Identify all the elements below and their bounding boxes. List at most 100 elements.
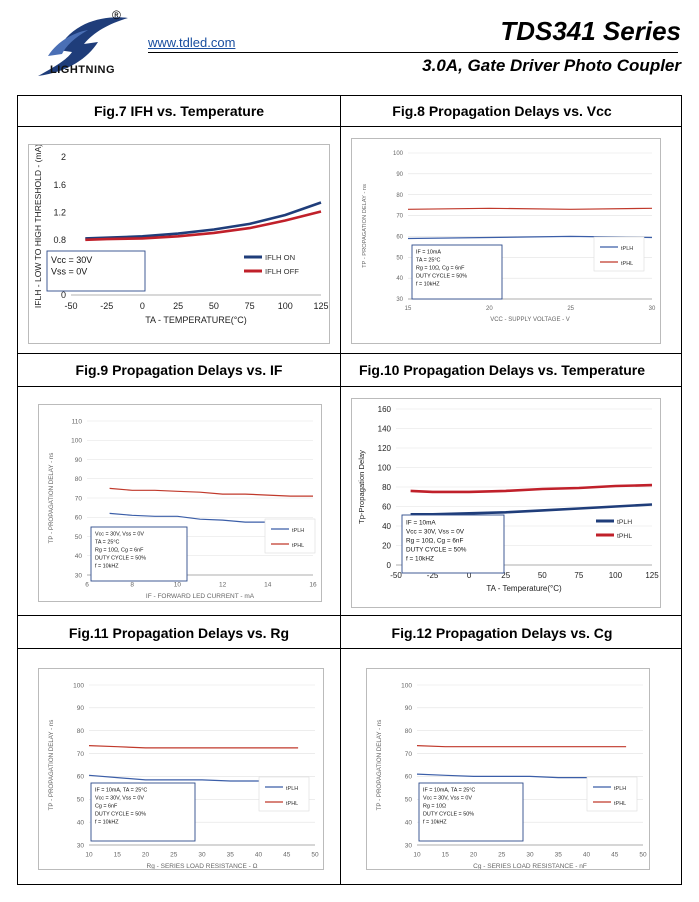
x-tick-label: 40 xyxy=(255,852,263,859)
x-tick-label: 25 xyxy=(567,306,574,312)
registered-mark: ® xyxy=(112,8,121,22)
y-axis-label: TP - PROPAGATION DELAY - ns xyxy=(48,720,55,811)
grid-divider xyxy=(18,353,681,354)
condition-text: IF = 10mA xyxy=(406,519,436,526)
series-line-tplh xyxy=(88,774,299,782)
x-tick-label: 40 xyxy=(583,852,591,859)
x-tick-label: 15 xyxy=(405,306,412,312)
series-line-tphl xyxy=(416,745,627,748)
grid-divider xyxy=(18,386,681,387)
condition-text: Vcc = 30V, Vss = 0V xyxy=(423,795,472,801)
y-tick-label: 100 xyxy=(71,438,82,445)
condition-text: Vcc = 30V, Vss = 0V xyxy=(95,531,144,537)
condition-text: DUTY CYCLE = 50% xyxy=(95,811,146,817)
legend-label: tPLH xyxy=(614,786,626,792)
legend-label: tPLH xyxy=(617,519,632,526)
x-tick-label: 50 xyxy=(639,852,647,859)
y-tick-label: 90 xyxy=(77,705,85,712)
conditions-box xyxy=(46,250,146,292)
condition-text: f = 10kHZ xyxy=(423,819,447,825)
lightning-logo xyxy=(38,17,128,76)
website-link[interactable]: www.tdled.com xyxy=(148,35,236,50)
y-tick-label: 90 xyxy=(405,705,413,712)
x-axis-label: TA - Temperature(°C) xyxy=(486,584,562,593)
y-tick-label: 160 xyxy=(378,405,392,414)
legend-label: IFLH OFF xyxy=(265,267,299,276)
series-line-tplh xyxy=(410,503,653,516)
legend-box xyxy=(593,236,645,272)
y-tick-label: 70 xyxy=(405,751,413,758)
x-axis-label: VCC - SUPPLY VOLTAGE - V xyxy=(490,317,570,323)
legend-label: IFLH ON xyxy=(265,253,295,262)
x-tick-label: 0 xyxy=(467,571,472,580)
y-axis-label: TP - PROPAGATION DELAY - ns xyxy=(48,453,55,544)
x-tick-label: 100 xyxy=(609,571,623,580)
x-tick-label: 30 xyxy=(526,852,534,859)
y-tick-label: 70 xyxy=(75,495,83,502)
x-tick-label: 25 xyxy=(173,301,183,311)
grid-divider-vertical xyxy=(340,96,341,884)
fig10-caption: Fig.10 Propagation Delays vs. Temperatur… xyxy=(358,362,646,378)
x-tick-label: 8 xyxy=(130,582,134,589)
condition-text: IF = 10mA xyxy=(416,249,441,255)
series-line-tphl xyxy=(407,207,653,210)
condition-text: Vcc = 30V, Vss = 0V xyxy=(95,795,144,801)
y-axis-label: TP - PROPAGATION DELAY - ns xyxy=(362,184,368,268)
condition-text: Rg = 10Ω xyxy=(423,803,446,809)
y-tick-label: 30 xyxy=(77,842,85,849)
x-tick-label: -50 xyxy=(64,301,77,311)
series-line-tphl xyxy=(109,487,313,497)
condition-text: Vss = 0V xyxy=(51,267,87,277)
fig8-caption: Fig.8 Propagation Delays vs. Vcc xyxy=(392,103,612,119)
header-rule xyxy=(148,52,678,53)
x-tick-label: 15 xyxy=(442,852,450,859)
y-axis-label: Tp-Propagation Delay xyxy=(357,450,366,524)
condition-text: f = 10kHZ xyxy=(406,555,434,562)
grid-divider xyxy=(18,126,681,127)
y-tick-label: 0 xyxy=(61,290,66,300)
fig12-chart: 30 40 50 60 70 80 90 100 10 15 20 25 30 35 40 45 50 Cg - … xyxy=(366,668,650,870)
condition-text: IF = 10mA, TA = 25°C xyxy=(423,787,475,793)
x-tick-label: 20 xyxy=(470,852,478,859)
condition-text: f = 10kHZ xyxy=(95,563,119,569)
grid-divider xyxy=(18,615,681,616)
x-tick-label: 14 xyxy=(264,582,272,589)
y-tick-label: 140 xyxy=(378,424,392,433)
y-tick-label: 100 xyxy=(378,463,392,472)
x-tick-label: 20 xyxy=(486,306,493,312)
figure-grid: Fig.7 IFH vs. Temperature Fig.8 Propagat… xyxy=(17,95,682,885)
y-tick-label: 0.8 xyxy=(53,235,66,245)
x-tick-label: 35 xyxy=(227,852,235,859)
conditions-box xyxy=(90,526,188,582)
legend-box xyxy=(586,776,638,812)
legend-label: tPHL xyxy=(286,801,298,807)
conditions-box xyxy=(411,244,503,300)
x-tick-label: 25 xyxy=(170,852,178,859)
fig7-caption: Fig.7 IFH vs. Temperature xyxy=(93,103,265,119)
y-tick-label: 60 xyxy=(396,235,403,241)
legend-label: tPHL xyxy=(621,261,633,267)
x-tick-label: 30 xyxy=(198,852,206,859)
conditions-box xyxy=(418,782,524,842)
fig12-caption: Fig.12 Propagation Delays vs. Cg xyxy=(391,625,613,641)
y-tick-label: 70 xyxy=(77,751,85,758)
x-tick-label: 35 xyxy=(555,852,563,859)
x-axis-label: IF - FORWARD LED CURRENT - mA xyxy=(146,593,255,600)
condition-text: DUTY CYCLE = 50% xyxy=(95,555,146,561)
y-tick-label: 50 xyxy=(77,797,85,804)
y-tick-label: 30 xyxy=(396,297,403,303)
y-tick-label: 40 xyxy=(382,522,391,531)
y-tick-label: 120 xyxy=(378,444,392,453)
condition-text: Rg = 10Ω, Cg = 6nF xyxy=(406,537,463,544)
condition-text: f = 10kHZ xyxy=(95,819,119,825)
x-tick-label: 75 xyxy=(245,301,255,311)
y-tick-label: 20 xyxy=(382,541,391,550)
x-tick-label: 50 xyxy=(311,852,319,859)
brand-word: LIGHTNING xyxy=(50,64,115,76)
fig8-chart: 30 40 50 60 70 80 90 100 15 20 25 30 VCC - SUPPLY VO… xyxy=(351,138,661,344)
x-tick-label: 25 xyxy=(501,571,510,580)
y-tick-label: 100 xyxy=(73,682,84,689)
y-tick-label: 40 xyxy=(77,819,85,826)
x-tick-label: 6 xyxy=(85,582,89,589)
